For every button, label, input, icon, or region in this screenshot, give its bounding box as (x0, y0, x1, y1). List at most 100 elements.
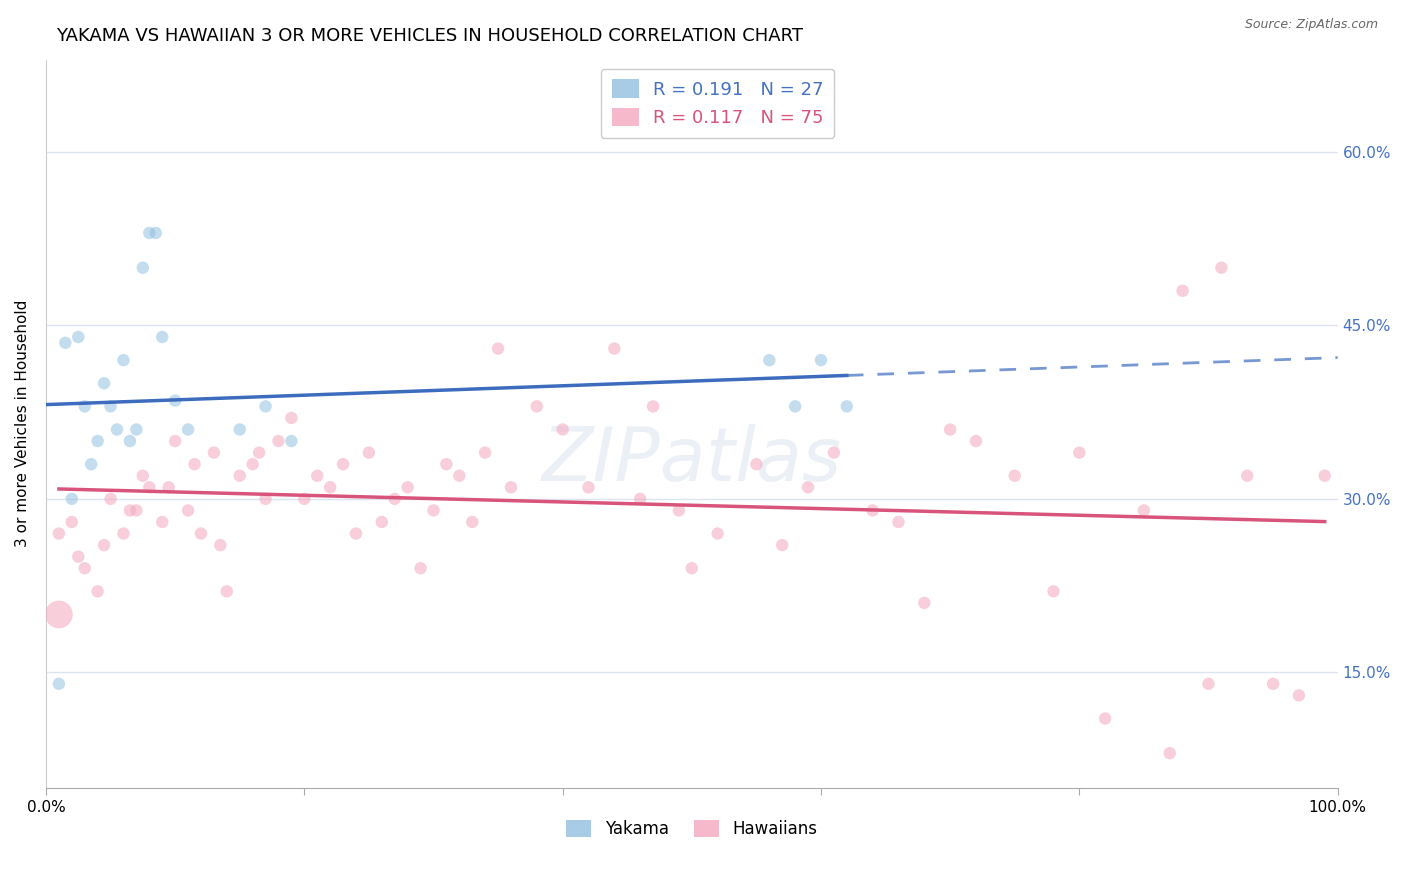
Point (1094, 711, 1116, 725)
Point (1261, 677, 1284, 691)
Text: Source: ZipAtlas.com: Source: ZipAtlas.com (1244, 18, 1378, 31)
Point (835, 400, 858, 414)
Point (526, 400, 548, 414)
Point (183, 457, 205, 471)
Point (332, 457, 354, 471)
Point (785, 400, 807, 414)
Point (138, 226, 160, 240)
Point (93, 538, 115, 552)
Point (138, 480, 160, 494)
Point (86, 434, 108, 448)
Point (307, 468, 329, 483)
Point (145, 226, 167, 240)
Point (86, 584, 108, 599)
Text: ZIPatlas: ZIPatlas (541, 424, 842, 496)
Point (132, 260, 155, 275)
Point (125, 423, 148, 437)
Point (190, 526, 212, 541)
Point (422, 503, 444, 517)
Point (1069, 445, 1091, 459)
Point (292, 491, 315, 506)
Point (1313, 468, 1336, 483)
Point (280, 411, 302, 425)
Point (247, 445, 270, 459)
Point (157, 480, 180, 494)
Point (80, 457, 103, 471)
Point (823, 445, 845, 459)
Point (177, 423, 200, 437)
Point (112, 353, 135, 368)
Point (93, 376, 115, 391)
Point (228, 468, 250, 483)
Point (267, 434, 290, 448)
Point (499, 480, 522, 494)
Point (641, 400, 664, 414)
Point (215, 584, 238, 599)
Point (551, 423, 574, 437)
Point (319, 480, 342, 494)
Point (939, 423, 962, 437)
Point (409, 561, 432, 575)
Point (628, 491, 651, 506)
Point (1133, 503, 1156, 517)
Point (118, 434, 141, 448)
Point (770, 538, 793, 552)
Point (797, 480, 820, 494)
Point (1171, 284, 1194, 298)
Point (474, 445, 496, 459)
Point (912, 596, 935, 610)
Point (125, 503, 148, 517)
Point (67, 330, 90, 344)
Point (228, 423, 250, 437)
Point (706, 526, 728, 541)
Point (53, 335, 76, 350)
Point (48, 526, 70, 541)
Point (603, 342, 626, 356)
Point (105, 423, 128, 437)
Point (1236, 468, 1258, 483)
Point (165, 393, 187, 408)
Point (100, 491, 122, 506)
Point (118, 503, 141, 517)
Point (371, 515, 394, 529)
Point (965, 434, 987, 448)
Point (449, 468, 471, 483)
Point (396, 480, 419, 494)
Point (165, 434, 187, 448)
Point (202, 445, 225, 459)
Point (73, 400, 96, 414)
Legend: Yakama, Hawaiians: Yakama, Hawaiians (560, 814, 824, 845)
Point (1211, 260, 1233, 275)
Point (681, 561, 703, 575)
Point (209, 538, 232, 552)
Point (1288, 689, 1310, 703)
Point (100, 400, 122, 414)
Point (461, 515, 484, 529)
Point (357, 445, 380, 459)
Point (150, 515, 173, 529)
Point (48, 677, 70, 691)
Point (150, 330, 173, 344)
Point (434, 457, 457, 471)
Point (344, 526, 367, 541)
Point (60, 515, 83, 529)
Y-axis label: 3 or more Vehicles in Household: 3 or more Vehicles in Household (15, 300, 30, 548)
Point (486, 342, 509, 356)
Point (280, 434, 302, 448)
Point (745, 457, 768, 471)
Point (384, 491, 406, 506)
Point (1159, 746, 1181, 760)
Point (1004, 468, 1026, 483)
Point (862, 503, 884, 517)
Point (73, 561, 96, 575)
Point (48, 607, 70, 622)
Point (254, 491, 277, 506)
Point (578, 480, 600, 494)
Point (132, 468, 155, 483)
Point (67, 549, 90, 564)
Point (242, 457, 264, 471)
Point (177, 503, 200, 517)
Point (1198, 677, 1220, 691)
Point (810, 353, 832, 368)
Point (668, 503, 690, 517)
